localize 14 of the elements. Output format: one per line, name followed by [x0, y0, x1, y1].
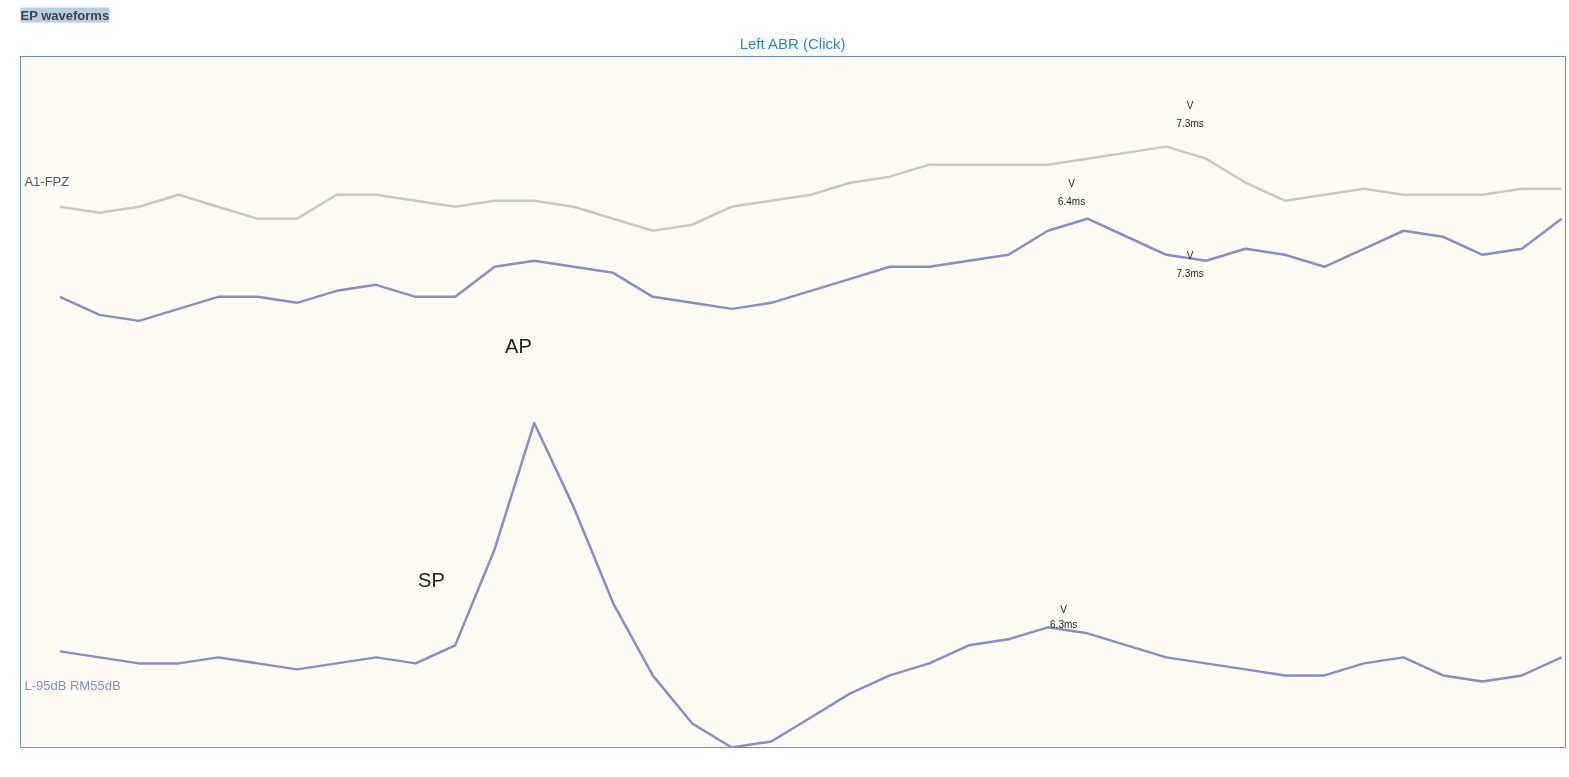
- annotation: V: [1060, 604, 1068, 616]
- annotation: V: [1068, 177, 1076, 189]
- chart-title: EP waveforms: [20, 7, 110, 23]
- series-label: L-95dB RM55dB: [24, 678, 121, 694]
- series-label: A1-FPZ: [24, 173, 70, 189]
- annotation: SP: [418, 569, 445, 592]
- text: V: [1186, 99, 1194, 111]
- annotation: 7.3ms: [1176, 267, 1204, 279]
- annotation: 6.3ms: [1050, 619, 1078, 631]
- text: 7.3ms: [1176, 117, 1204, 129]
- chart-subtitle: Left ABR (Click): [739, 34, 846, 52]
- annotation: AP: [505, 334, 532, 357]
- annotation: V: [1186, 249, 1194, 261]
- annotation: 6.4ms: [1057, 195, 1086, 207]
